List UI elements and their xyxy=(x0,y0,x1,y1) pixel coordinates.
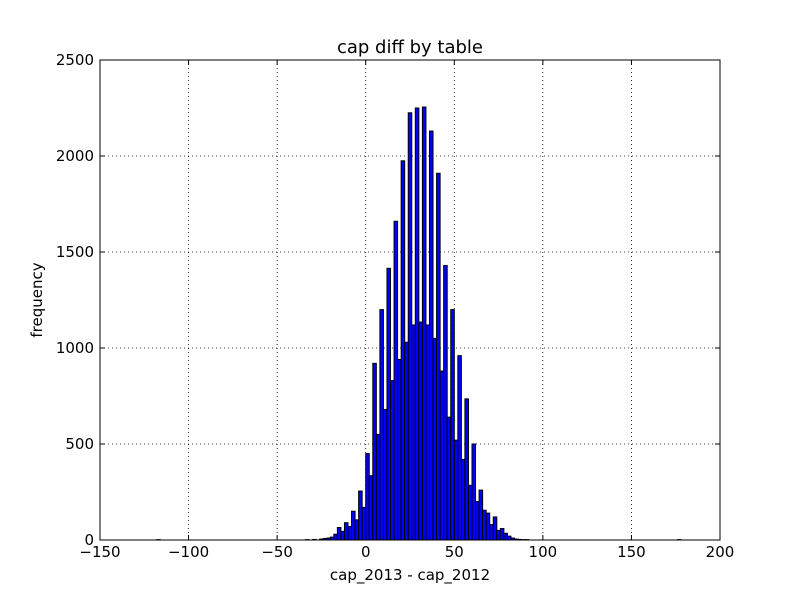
histogram-bar xyxy=(425,324,430,541)
x-tick-label: −100 xyxy=(168,543,209,561)
histogram-bar xyxy=(397,359,402,541)
histogram-bar xyxy=(503,532,508,541)
histogram-bar xyxy=(485,512,491,541)
histogram-bar xyxy=(365,453,370,541)
y-tick-label: 0 xyxy=(84,531,94,549)
histogram-bar xyxy=(460,458,466,541)
histogram-bar xyxy=(386,267,392,541)
histogram-bar xyxy=(475,501,480,541)
histogram-bar xyxy=(382,408,388,541)
histogram-bar xyxy=(368,475,374,541)
chart-title: cap diff by table xyxy=(337,37,483,58)
histogram-bar xyxy=(446,416,452,541)
histogram-bar xyxy=(436,172,441,541)
histogram-bar xyxy=(361,506,367,541)
histogram-bar xyxy=(457,355,462,541)
histogram-bar xyxy=(506,535,512,541)
y-tick-label: 1000 xyxy=(56,339,94,357)
histogram-bar xyxy=(336,527,342,541)
histogram-bar xyxy=(478,489,484,541)
ticks-layer: −150 −100 −50 0 50 100 150 20005001000150020002… xyxy=(56,51,735,561)
histogram-bar xyxy=(351,510,356,541)
y-axis-label: frequency xyxy=(28,262,46,337)
histogram-bar xyxy=(407,112,413,541)
x-tick-label: 150 xyxy=(617,543,646,561)
histogram-bar xyxy=(496,529,501,541)
histogram-bar xyxy=(379,309,384,541)
histogram-bar xyxy=(372,362,377,541)
histogram-bar xyxy=(443,264,448,541)
histogram-bar xyxy=(347,526,353,541)
histogram-bar xyxy=(489,524,494,541)
histogram-bar xyxy=(358,490,363,541)
histogram-bar xyxy=(428,130,434,541)
histogram-bar xyxy=(421,106,427,541)
x-tick-label: −150 xyxy=(79,543,120,561)
histogram-bar xyxy=(464,398,469,541)
histogram-bar xyxy=(450,309,455,541)
axes-frame xyxy=(99,59,721,541)
x-tick-label: 50 xyxy=(445,543,464,561)
x-tick-label: 100 xyxy=(529,543,558,561)
histogram-bar xyxy=(499,527,505,541)
histogram-bar xyxy=(467,484,473,541)
histogram-bar xyxy=(340,530,345,541)
histogram-bar xyxy=(404,341,409,541)
y-tick-label: 1500 xyxy=(56,243,94,261)
histogram-bar xyxy=(390,380,395,541)
histogram-bar xyxy=(354,519,360,541)
y-tick-label: 2500 xyxy=(56,51,94,69)
histogram-bar xyxy=(343,522,349,541)
histogram-bar xyxy=(414,107,420,541)
histogram-bar xyxy=(453,439,459,541)
histogram-bar xyxy=(418,321,423,541)
histogram-bar xyxy=(492,516,498,541)
x-tick-label: −50 xyxy=(261,543,293,561)
histogram-bar xyxy=(393,220,399,541)
x-axis-label: cap_2013 - cap_2012 xyxy=(330,566,490,585)
histogram-bar xyxy=(432,337,438,541)
histogram-bar xyxy=(375,433,381,541)
y-tick-label: 2000 xyxy=(56,147,94,165)
histogram-bar xyxy=(411,324,416,541)
histogram-bar xyxy=(482,509,487,541)
histogram-bar xyxy=(439,370,445,541)
histogram-bar xyxy=(400,160,406,541)
x-tick-label: 0 xyxy=(361,543,371,561)
x-tick-label: 200 xyxy=(706,543,735,561)
bars-layer xyxy=(156,106,682,541)
y-tick-label: 500 xyxy=(65,435,94,453)
histogram-bar xyxy=(333,533,338,541)
histogram-bar xyxy=(471,443,477,541)
